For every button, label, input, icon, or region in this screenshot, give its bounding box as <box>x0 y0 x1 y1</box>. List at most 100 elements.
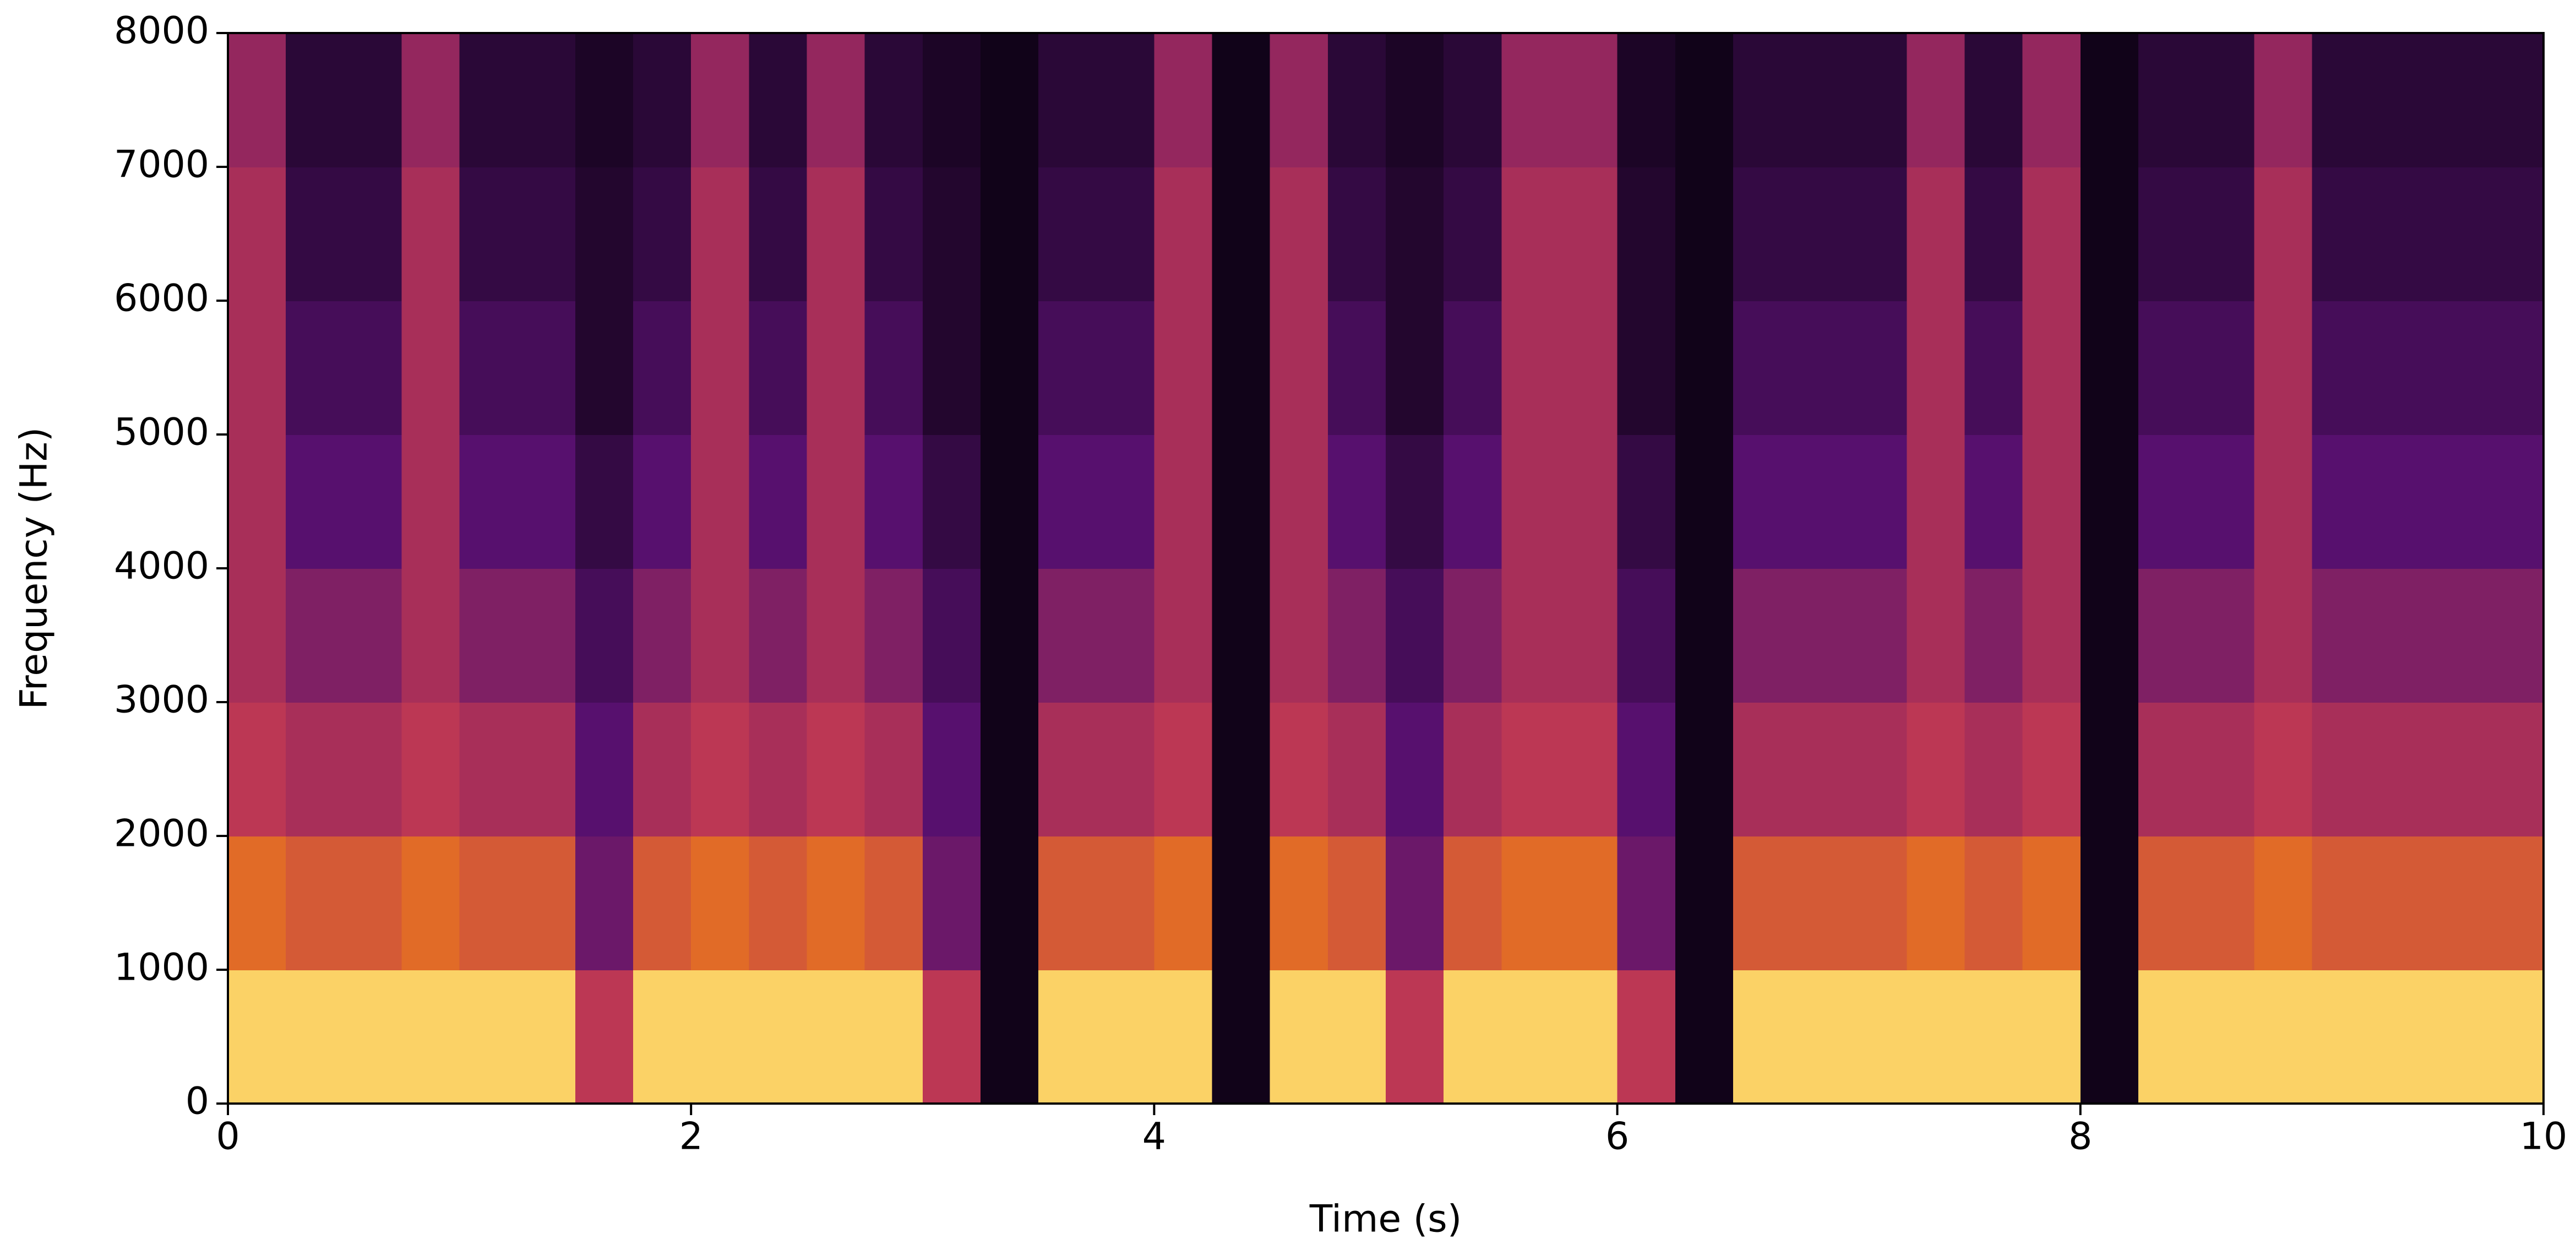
spectrogram-cell <box>575 836 634 970</box>
spectrogram-cell <box>228 568 287 703</box>
spectrogram-cell <box>1675 167 1734 301</box>
spectrogram-cell <box>401 568 460 703</box>
spectrogram-cell <box>2196 970 2255 1104</box>
spectrogram-cell <box>980 970 1039 1104</box>
spectrogram-cell <box>807 702 865 836</box>
spectrogram-cell <box>1849 301 1908 435</box>
spectrogram-cell <box>1907 33 1965 167</box>
spectrogram-cell <box>2022 836 2081 970</box>
spectrogram-cell <box>1212 434 1271 569</box>
spectrogram-cell <box>286 970 345 1104</box>
spectrogram-cell <box>980 702 1039 836</box>
y-tick-label: 4000 <box>114 545 209 588</box>
spectrogram-cell <box>864 702 923 836</box>
spectrogram-cell <box>749 836 808 970</box>
spectrogram-cell <box>1849 702 1908 836</box>
spectrogram-cell <box>1270 970 1328 1104</box>
spectrogram-cell <box>1444 434 1502 569</box>
spectrogram-cell <box>807 970 865 1104</box>
spectrogram-cell <box>459 434 518 569</box>
spectrogram-cell <box>2370 702 2428 836</box>
spectrogram-cell <box>1154 167 1213 301</box>
spectrogram-cell <box>517 568 576 703</box>
spectrogram-cell <box>575 167 634 301</box>
spectrogram-cell <box>980 33 1039 167</box>
spectrogram-cell <box>1733 167 1792 301</box>
spectrogram-cell <box>1154 301 1213 435</box>
spectrogram-cell <box>1096 301 1155 435</box>
spectrogram-cell <box>980 836 1039 970</box>
spectrogram-cell <box>1154 33 1213 167</box>
spectrogram-cell <box>2312 702 2371 836</box>
spectrogram-cell <box>2485 702 2544 836</box>
spectrogram-cell <box>1617 568 1676 703</box>
spectrogram-cell <box>1559 434 1618 569</box>
spectrogram-cell <box>980 434 1039 569</box>
x-tick-label: 2 <box>679 1115 703 1159</box>
spectrogram-cell <box>228 702 287 836</box>
spectrogram-cell <box>575 970 634 1104</box>
spectrogram-cell <box>1212 33 1271 167</box>
spectrogram-cell <box>2022 568 2081 703</box>
spectrogram-cell <box>2370 836 2428 970</box>
spectrogram-cell <box>286 568 345 703</box>
spectrogram-cell <box>1327 702 1386 836</box>
spectrogram-cell <box>691 702 750 836</box>
spectrogram-cell <box>1444 33 1502 167</box>
spectrogram-cell <box>228 836 287 970</box>
spectrogram-cell <box>344 167 402 301</box>
spectrogram-cell <box>807 167 865 301</box>
spectrogram-cell <box>2080 301 2139 435</box>
spectrogram-cell <box>2370 301 2428 435</box>
spectrogram-cell <box>2485 434 2544 569</box>
spectrogram-cell <box>864 434 923 569</box>
spectrogram-cell <box>807 301 865 435</box>
spectrogram-cell <box>1270 702 1328 836</box>
spectrogram-cell <box>1791 167 1850 301</box>
spectrogram-cell <box>749 301 808 435</box>
spectrogram-cell <box>1501 434 1560 569</box>
spectrogram-cell <box>517 33 576 167</box>
spectrogram-cell <box>401 702 460 836</box>
y-tick-label: 3000 <box>114 678 209 722</box>
spectrogram-cell <box>1212 702 1271 836</box>
spectrogram-cell <box>2312 33 2371 167</box>
spectrogram-cell <box>1154 568 1213 703</box>
spectrogram-cell <box>1096 434 1155 569</box>
spectrogram-cell <box>1038 970 1097 1104</box>
spectrogram-cell <box>344 836 402 970</box>
spectrogram-cell <box>2370 434 2428 569</box>
spectrogram-cell <box>517 836 576 970</box>
spectrogram-cell <box>1791 836 1850 970</box>
spectrogram-cell <box>1327 836 1386 970</box>
spectrogram-cell <box>1327 434 1386 569</box>
spectrogram-cell <box>2427 970 2486 1104</box>
y-tick-label: 7000 <box>114 143 209 187</box>
spectrogram-cell <box>517 434 576 569</box>
spectrogram-cell <box>1791 33 1850 167</box>
spectrogram-cell <box>1849 434 1908 569</box>
spectrogram-cell <box>1270 167 1328 301</box>
spectrogram-cell <box>1096 568 1155 703</box>
spectrogram-cell <box>459 167 518 301</box>
spectrogram-cell <box>1212 970 1271 1104</box>
spectrogram-cell <box>1907 568 1965 703</box>
spectrogram-cell <box>807 568 865 703</box>
spectrogram-cell <box>1212 301 1271 435</box>
spectrogram-cell <box>1617 301 1676 435</box>
spectrogram-cell <box>1617 836 1676 970</box>
spectrogram-cell <box>1733 301 1792 435</box>
spectrogram-cell <box>228 434 287 569</box>
spectrogram-cell <box>922 836 981 970</box>
spectrogram-cell <box>749 167 808 301</box>
spectrogram-cell <box>980 301 1039 435</box>
spectrogram-cell <box>1444 568 1502 703</box>
spectrogram-cell <box>575 33 634 167</box>
x-tick-label: 8 <box>2068 1115 2092 1159</box>
spectrogram-cell <box>517 702 576 836</box>
spectrogram-cell <box>1559 33 1618 167</box>
spectrogram-cell <box>1444 702 1502 836</box>
spectrogram-cell <box>2080 568 2139 703</box>
spectrogram-cell <box>1501 167 1560 301</box>
